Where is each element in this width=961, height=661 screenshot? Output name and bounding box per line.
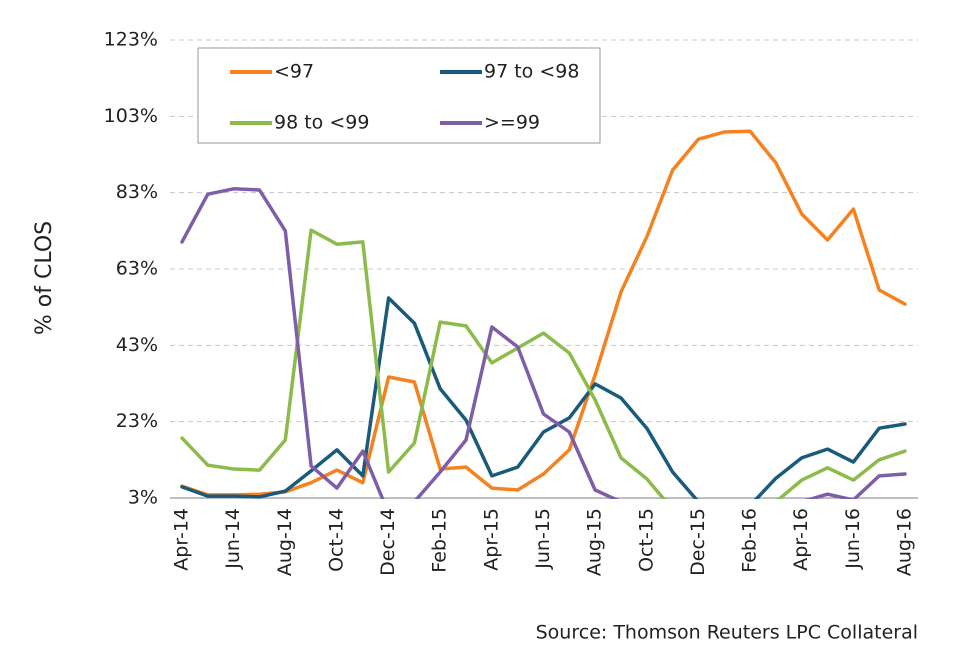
y-tick-label: 83% — [116, 181, 158, 203]
x-tick-label: Aug-14 — [274, 508, 296, 576]
source-note: Source: Thomson Reuters LPC Collateral — [536, 622, 918, 644]
y-tick-label: 43% — [116, 334, 158, 356]
x-tick-label: Apr-16 — [790, 508, 812, 571]
x-tick-label: Dec-15 — [687, 508, 709, 576]
legend-label: 98 to <99 — [274, 112, 369, 134]
series-line — [805, 472, 907, 499]
x-tick-label: Oct-14 — [325, 508, 347, 572]
y-tick-label: 23% — [116, 410, 158, 432]
x-tick-label: Dec-14 — [377, 508, 399, 576]
x-tick-label: Aug-16 — [894, 508, 916, 576]
plot-area — [180, 129, 907, 499]
x-tick-label: Jun-15 — [532, 508, 554, 570]
legend-label: 97 to <98 — [484, 61, 579, 83]
series-line — [776, 449, 907, 499]
x-tick-label: Feb-16 — [739, 508, 761, 573]
x-tick-label: Apr-14 — [171, 508, 193, 571]
y-tick-label: 63% — [116, 258, 158, 280]
y-tick-label: 3% — [128, 487, 158, 509]
series-line — [180, 129, 907, 497]
y-tick-label: 103% — [104, 105, 158, 127]
series-line — [180, 296, 907, 499]
x-tick-label: Jun-14 — [222, 508, 244, 570]
x-tick-label: Feb-15 — [429, 508, 451, 573]
y-tick-label: 123% — [104, 29, 158, 51]
x-tick-label: Oct-15 — [635, 508, 657, 572]
x-tick-label: Aug-15 — [584, 508, 606, 576]
legend-label: <97 — [274, 61, 314, 83]
x-tick-label: Apr-15 — [480, 508, 502, 571]
legend-box — [197, 47, 601, 144]
legend-label: >=99 — [484, 112, 540, 134]
y-axis-label: % of CLOS — [32, 221, 57, 335]
series-line — [180, 187, 620, 499]
series-line — [180, 228, 667, 499]
x-tick-label: Jun-16 — [842, 508, 864, 570]
